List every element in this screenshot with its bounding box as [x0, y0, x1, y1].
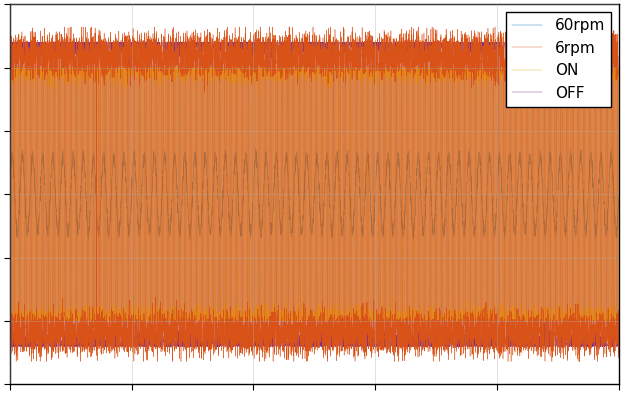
6rpm [442, 63, 450, 67]
Legend: 60rpm, 6rpm, ON, OFF: 60rpm, 6rpm, ON, OFF [506, 12, 611, 107]
6rpm [615, 335, 622, 340]
ON [6, 74, 14, 79]
ON [615, 65, 622, 70]
ON [158, 319, 165, 323]
60rpm [294, 171, 302, 176]
60rpm [442, 196, 450, 201]
Line: 6rpm: 6rpm [10, 27, 619, 361]
6rpm [374, 345, 382, 349]
60rpm [615, 191, 622, 196]
6rpm [397, 318, 404, 323]
6rpm [12, 359, 20, 364]
OFF [6, 45, 14, 50]
ON [576, 319, 583, 323]
Line: 60rpm: 60rpm [10, 149, 619, 240]
Line: ON: ON [10, 67, 619, 321]
60rpm [397, 201, 404, 205]
ON [442, 65, 450, 70]
OFF [397, 334, 404, 338]
OFF [7, 344, 14, 349]
OFF [615, 343, 622, 348]
Line: OFF: OFF [10, 42, 619, 346]
OFF [158, 40, 165, 45]
60rpm [186, 238, 194, 243]
OFF [374, 40, 382, 45]
OFF [294, 342, 302, 347]
ON [6, 65, 14, 70]
6rpm [6, 54, 14, 59]
60rpm [374, 153, 382, 158]
60rpm [252, 146, 259, 151]
OFF [442, 344, 450, 349]
60rpm [158, 203, 165, 208]
OFF [576, 344, 583, 349]
ON [294, 319, 302, 323]
ON [7, 319, 14, 323]
OFF [6, 40, 14, 45]
ON [397, 65, 404, 70]
6rpm [294, 39, 302, 44]
6rpm [60, 24, 68, 29]
6rpm [158, 59, 165, 64]
ON [374, 310, 382, 315]
60rpm [576, 169, 583, 174]
6rpm [576, 330, 583, 335]
60rpm [6, 192, 14, 197]
